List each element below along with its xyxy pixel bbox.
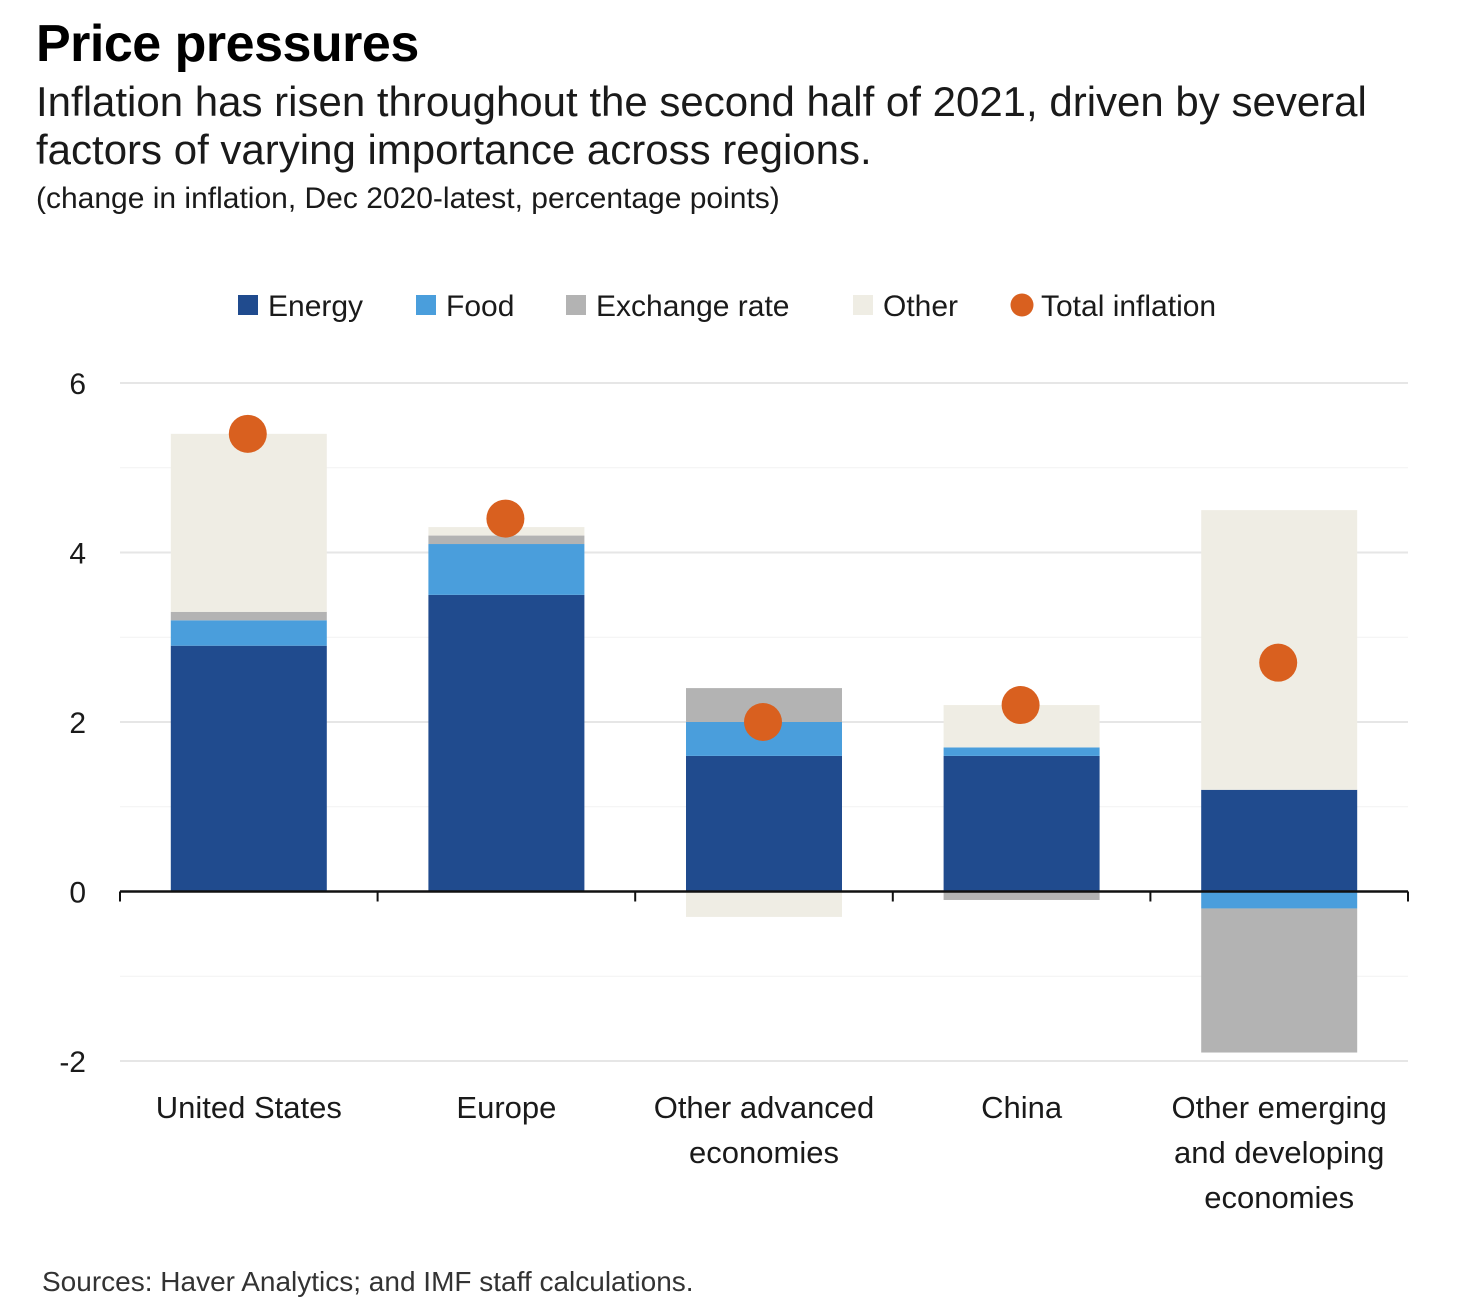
legend: Energy Food Exchange rate Other Total inflat… — [238, 290, 1216, 323]
bar-segment-exchange-rate — [943, 891, 1100, 900]
bars — [170, 433, 1358, 1053]
bar-segment-food — [1201, 891, 1358, 909]
category-label: United States — [156, 1090, 342, 1125]
x-axis — [119, 890, 1409, 902]
bar-segment-food — [428, 544, 585, 595]
bar-segment-exchange-rate — [170, 611, 327, 621]
category-label: Other emerging and developing economies — [1172, 1090, 1387, 1215]
legend-swatch — [416, 295, 436, 315]
units-note: (change in inflation, Dec 2020-latest, p… — [36, 182, 780, 215]
total-inflation-dot — [1259, 643, 1298, 682]
bar-segment-energy — [686, 755, 842, 892]
total-markers — [228, 414, 1298, 741]
legend-label: Food — [446, 290, 514, 323]
category-label: China — [981, 1090, 1063, 1125]
bar-segment-other — [170, 433, 327, 612]
legend-swatch — [853, 295, 873, 315]
legend-swatch — [238, 295, 258, 315]
source-note: Sources: Haver Analytics; and IMF staff … — [42, 1266, 694, 1297]
category-label: Europe — [456, 1090, 556, 1125]
legend-label: Energy — [268, 290, 363, 323]
total-inflation-dot — [486, 499, 525, 538]
total-inflation-dot — [1001, 686, 1040, 725]
y-axis: 6 4 2 0 -2 — [59, 368, 86, 1079]
chart-title: Price pressures — [36, 15, 419, 73]
category-label: Other advanced economies — [654, 1090, 875, 1170]
stacked-bar-chart: Energy Food Exchange rate Other Total inflat… — [59, 290, 1409, 1215]
legend-label: Total inflation — [1041, 290, 1216, 323]
category-labels: United States Europe Other advanced economi… — [156, 1090, 1387, 1215]
gridlines — [120, 382, 1408, 1062]
y-tick-label: -2 — [59, 1046, 86, 1079]
y-tick-label: 6 — [69, 368, 86, 401]
bar-segment-exchange-rate — [1201, 908, 1358, 1053]
bar-segment-energy — [1201, 789, 1358, 892]
total-inflation-dot — [228, 414, 267, 453]
y-tick-label: 2 — [69, 707, 86, 740]
bar-segment-other — [686, 891, 842, 917]
bar-segment-exchange-rate — [428, 535, 585, 545]
legend-label: Other — [883, 290, 958, 323]
legend-label: Exchange rate — [596, 290, 789, 323]
legend-swatch — [566, 295, 586, 315]
y-tick-label: 4 — [69, 538, 86, 571]
bar-segment-energy — [170, 645, 327, 892]
legend-swatch — [1010, 293, 1034, 317]
bar-segment-food — [943, 747, 1100, 756]
chart-subtitle: Inflation has risen throughout the secon… — [36, 78, 1367, 173]
y-tick-label: 0 — [69, 877, 86, 910]
total-inflation-dot — [744, 703, 782, 741]
bar-segment-food — [170, 620, 327, 646]
bar-segment-energy — [943, 755, 1100, 892]
bar-segment-energy — [428, 594, 585, 892]
